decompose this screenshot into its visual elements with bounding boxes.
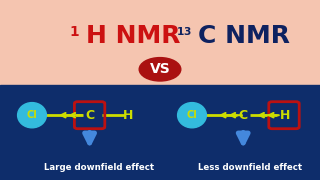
Text: Less downfield effect: Less downfield effect — [197, 163, 302, 172]
Text: Cl: Cl — [27, 110, 37, 120]
Text: H: H — [280, 109, 290, 122]
Text: C NMR: C NMR — [198, 24, 291, 48]
Text: H: H — [123, 109, 133, 122]
Text: C: C — [239, 109, 248, 122]
Bar — [0, 85, 320, 180]
Ellipse shape — [178, 103, 206, 128]
Text: H NMR: H NMR — [86, 24, 181, 48]
Ellipse shape — [139, 58, 181, 81]
Text: Cl: Cl — [187, 110, 197, 120]
Text: VS: VS — [150, 62, 170, 76]
Ellipse shape — [18, 103, 46, 128]
Bar — [0, 0, 320, 85]
Text: $^{\bf 1}$: $^{\bf 1}$ — [69, 26, 80, 46]
Text: $^{\bf 13}$: $^{\bf 13}$ — [176, 28, 192, 44]
Text: C: C — [85, 109, 94, 122]
Text: Large downfield effect: Large downfield effect — [44, 163, 154, 172]
